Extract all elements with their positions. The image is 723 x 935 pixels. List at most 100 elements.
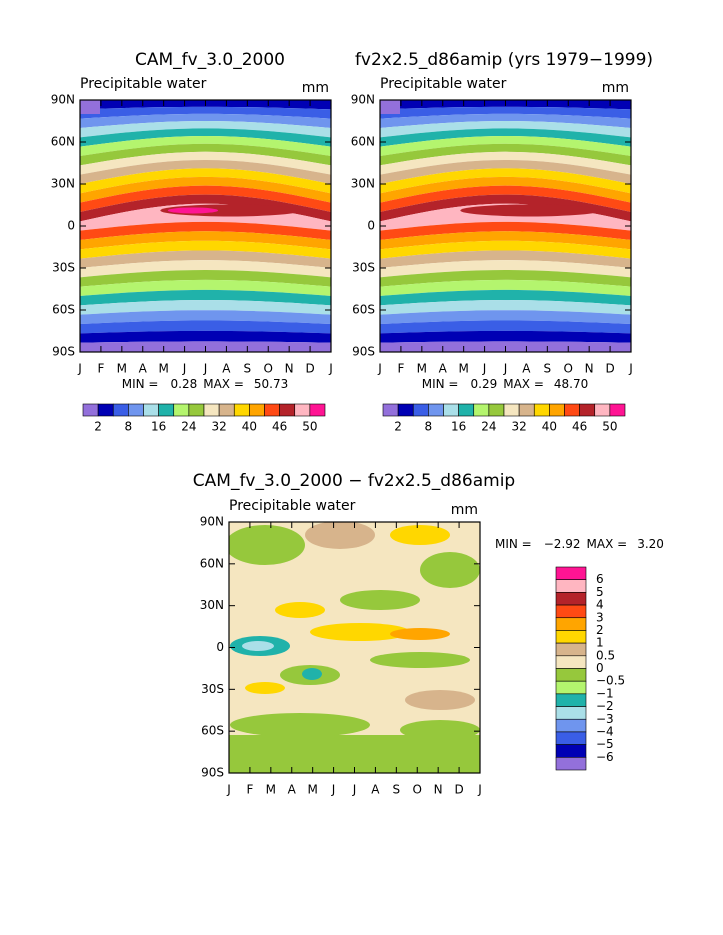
y-tick-label: 30N [351,177,375,191]
colorbar-label: 5 [596,585,604,599]
x-tick-label: A [371,783,380,797]
colorbar-label: 0 [596,661,604,675]
contour-fill [380,279,631,296]
colorbar-label: 8 [125,420,133,434]
contour-fill [167,207,219,214]
colorbar-label: 2 [94,420,102,434]
contour-fill [380,320,631,334]
chart-title: CAM_fv_3.0_2000 − fv2x2.5_d86amip [193,471,515,491]
colorbar-label: 8 [425,420,433,434]
min-max-part: −2.92 [544,537,581,551]
contour-fill [245,682,285,694]
contour-fill [380,194,631,222]
contour-fill [302,668,322,680]
contour-fill [230,713,370,737]
contour-field [380,100,631,352]
colorbar-box [555,706,587,720]
colorbar-box [473,403,490,417]
colorbar-box [143,403,159,417]
colorbar-box [555,592,587,606]
y-tick-label: 90S [201,766,224,780]
contour-fill [80,221,331,240]
x-tick-label: J [226,783,231,797]
x-tick-label: D [305,362,314,376]
x-tick-label: M [417,362,427,376]
colorbar-label: 40 [542,420,557,434]
x-tick-label: D [605,362,614,376]
contour-fill [80,185,331,212]
contour-fill [80,269,331,287]
contour-fill [380,289,631,306]
colorbar-label: 24 [481,420,496,434]
y-tick-label: 60N [200,556,224,570]
contour-fill [390,628,450,640]
colorbar-label: 46 [272,420,287,434]
colorbar-box [564,403,580,417]
x-tick-label: J [203,362,208,376]
colorbar-label: 32 [211,420,226,434]
colorbar-box [579,403,596,417]
colorbar-box [609,403,626,417]
y-tick-label: 90S [352,345,375,359]
colorbar-label: −2 [596,699,614,713]
x-tick-label: J [77,362,82,376]
colorbar-box [555,718,587,733]
contour-fill [80,300,331,315]
x-tick-label: A [139,362,148,376]
contour-fill [80,168,331,194]
contour-fill [160,204,301,217]
y-tick-label: 30S [201,682,224,696]
contour-fill [80,320,331,334]
y-tick-label: 60N [351,135,375,149]
x-tick-label: S [244,362,252,376]
contour-fill [380,231,631,250]
contour-fill [229,735,480,773]
min-max-part: 50.73 [254,377,288,391]
x-tick-label: M [158,362,168,376]
x-tick-label: J [503,362,508,376]
contour-fill [242,641,274,651]
min-max: MIN = −2.92 MAX = 3.20 [495,537,664,551]
colorbar-box [128,403,144,417]
y-tick-label: 60S [52,303,75,317]
contour-fill [80,143,331,166]
contour-fill [340,590,420,610]
contour-fill [420,552,480,588]
colorbar-box [428,403,444,417]
x-tick-label: D [454,783,463,797]
colorbar-box [188,403,205,417]
colorbar-label: 46 [572,420,587,434]
contour-fill [80,136,331,156]
contour-fill [80,113,331,128]
colorbar-label: 16 [451,420,466,434]
colorbar-box [158,403,175,417]
colorbar-box [555,617,587,631]
y-tick-label: 30S [52,261,75,275]
colorbar-label: −4 [596,724,614,738]
colorbar-box [549,403,565,417]
x-tick-label: O [413,783,422,797]
colorbar-label: −3 [596,712,614,726]
colorbar-box [488,403,505,417]
x-tick-label: N [285,362,294,376]
colorbar-label: 0.5 [596,648,615,662]
y-tick-label: 0 [67,219,75,233]
colorbar-label: 1 [596,636,604,650]
colorbar-box [458,403,475,417]
colorbar-box [594,403,611,417]
contour-fill [80,151,331,175]
min-max-part: MAX = [503,377,544,391]
contour-fill [380,159,631,184]
contour-fill [380,113,631,128]
contour-fill [380,143,631,166]
x-tick-label: A [222,362,231,376]
x-tick-label: J [477,783,482,797]
colorbar-box [533,403,550,417]
y-tick-label: 90S [52,345,75,359]
colorbar-box [555,642,587,657]
colorbar-label: 2 [394,420,402,434]
min-max: MIN = 0.29 MAX = 48.70 [422,377,588,391]
contour-field [229,522,480,773]
min-max-part: MIN = [122,377,159,391]
